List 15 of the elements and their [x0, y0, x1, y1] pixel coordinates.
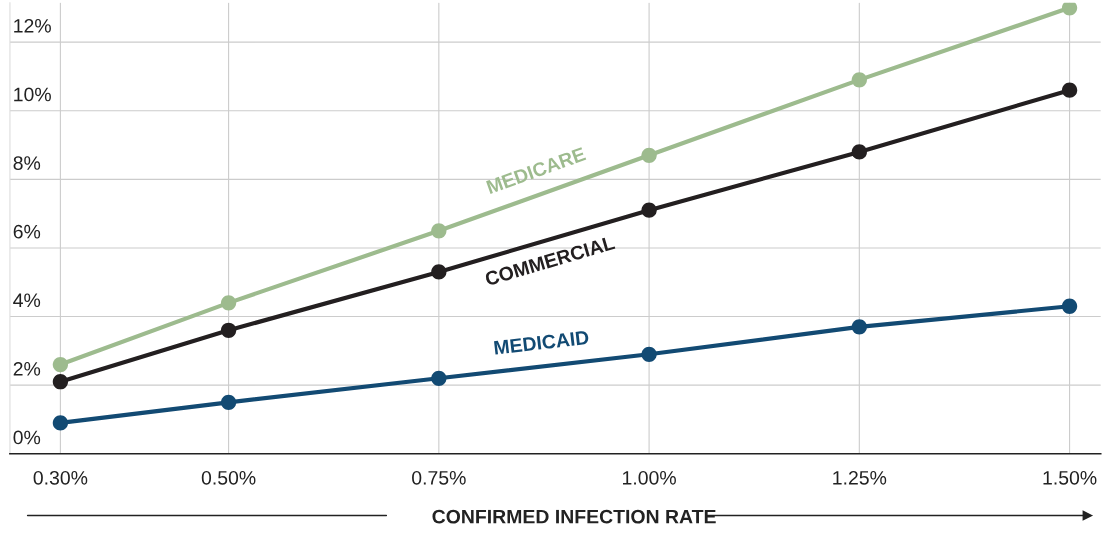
y-tick-label: 0%	[13, 430, 41, 445]
text: MEDICAID	[494, 330, 589, 355]
y-tick-label: 6%	[13, 224, 41, 239]
y-tick-label: 2%	[13, 361, 41, 376]
x-tick-label: 0.75%	[412, 470, 466, 485]
x-tick-label: 1.25%	[833, 470, 887, 485]
x-axis-title: CONFIRMED INFECTION RATE	[432, 509, 716, 524]
y-tick-label: 8%	[13, 156, 41, 170]
x-tick-label: 0.30%	[33, 470, 88, 485]
x-tick-label: 1.00%	[623, 470, 676, 485]
y-tick-label: 12%	[14, 18, 51, 33]
y-tick-label: 10%	[14, 87, 51, 102]
x-tick-label: 0.50%	[201, 470, 256, 485]
x-tick-label: 1.50%	[1043, 470, 1097, 485]
y-tick-label: 4%	[13, 293, 41, 308]
